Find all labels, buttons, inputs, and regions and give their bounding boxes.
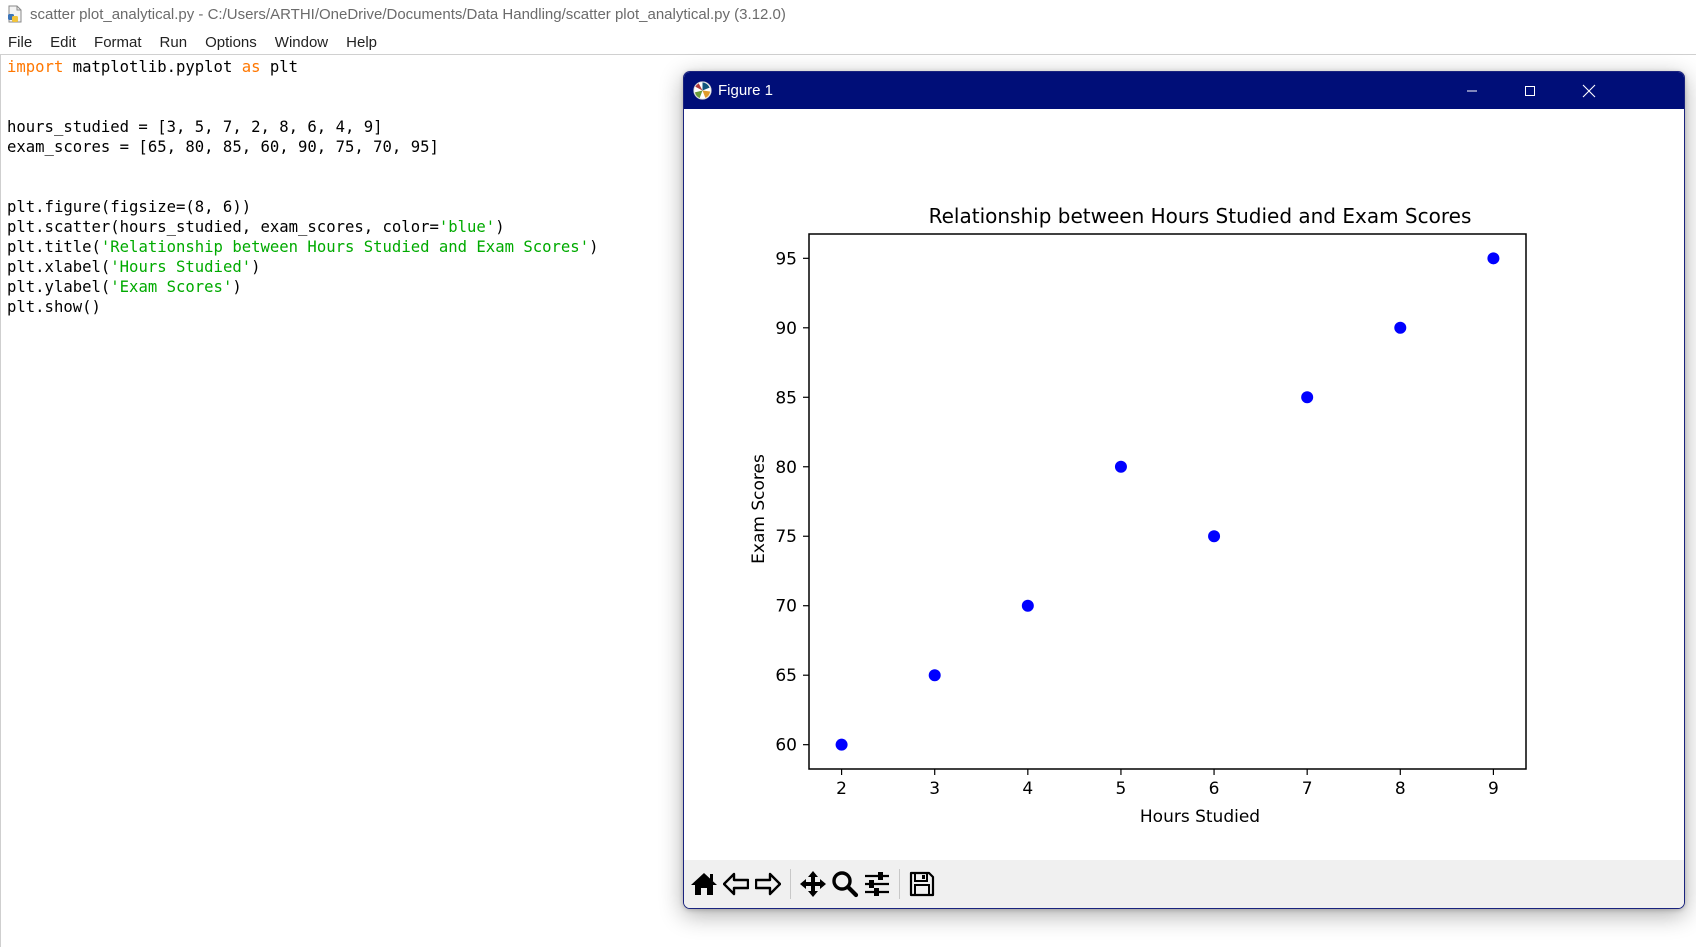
back-arrow-icon: [723, 872, 749, 896]
toolbar-separator: [899, 869, 900, 899]
data-point: [1021, 599, 1034, 612]
x-tick-label: 4: [1022, 779, 1033, 799]
code-line: [7, 97, 598, 117]
code-text[interactable]: import matplotlib.pyplot as plt hours_st…: [7, 57, 598, 317]
x-tick-label: 6: [1209, 779, 1220, 799]
y-tick-label: 80: [775, 458, 797, 478]
configure-subplots-button[interactable]: [861, 866, 893, 902]
configure-subplots-icon: [865, 872, 889, 896]
close-icon: [1582, 84, 1596, 97]
back-button[interactable]: [720, 866, 752, 902]
y-tick-label: 95: [775, 249, 797, 269]
data-point: [1487, 252, 1500, 265]
data-point: [1114, 460, 1127, 473]
close-button[interactable]: [1560, 72, 1618, 109]
code-line: plt.ylabel('Exam Scores'): [7, 278, 242, 296]
code-line: [7, 157, 598, 177]
y-tick-label: 85: [775, 388, 797, 408]
data-point: [1208, 530, 1221, 543]
figure-window: Figure 1 2 3 4 5 6 7 8 9 60 65 70 75 80 85 90 95 Relati…: [683, 71, 1685, 909]
menu-file[interactable]: File: [8, 33, 33, 51]
save-button[interactable]: [906, 866, 938, 902]
save-icon: [909, 871, 935, 897]
code-line: plt.show(): [7, 298, 101, 316]
y-tick-label: 75: [775, 527, 797, 547]
figure-canvas[interactable]: 2 3 4 5 6 7 8 9 60 65 70 75 80 85 90 95 Relationship be…: [684, 109, 1684, 859]
code-line: [7, 177, 598, 197]
minimize-icon: [1467, 90, 1477, 91]
pan-button[interactable]: [797, 866, 829, 902]
x-tick-label: 2: [836, 779, 847, 799]
code-line: [7, 77, 598, 97]
y-tick-label: 90: [775, 319, 797, 339]
forward-arrow-icon: [755, 872, 781, 896]
scatter-plot: 2 3 4 5 6 7 8 9 60 65 70 75 80 85 90 95 Relationship be…: [749, 204, 1527, 827]
matplotlib-logo-icon: [693, 81, 712, 100]
y-tick-label: 65: [775, 666, 797, 686]
figure-toolbar: [684, 860, 1684, 908]
chart-title: Relationship between Hours Studied and E…: [929, 204, 1472, 228]
menu-help[interactable]: Help: [346, 33, 377, 51]
code-line: plt.xlabel('Hours Studied'): [7, 258, 261, 276]
code-line: hours_studied = [3, 5, 7, 2, 8, 6, 4, 9]: [7, 118, 383, 136]
menu-bar: File Edit Format Run Options Window Help: [0, 30, 1696, 55]
zoom-icon: [832, 871, 859, 898]
minimize-button[interactable]: [1443, 72, 1501, 109]
data-point: [928, 669, 941, 682]
x-axis-label: Hours Studied: [1140, 807, 1260, 827]
code-line: exam_scores = [65, 80, 85, 60, 90, 75, 7…: [7, 138, 439, 156]
zoom-button[interactable]: [829, 866, 861, 902]
x-tick-label: 3: [929, 779, 940, 799]
plot-area-frame: [808, 233, 1527, 770]
editor-titlebar: scatter plot_analytical.py - C:/Users/AR…: [0, 0, 1696, 28]
figure-titlebar: Figure 1: [684, 72, 1684, 109]
maximize-button[interactable]: [1501, 72, 1559, 109]
code-line: plt.title('Relationship between Hours St…: [7, 238, 599, 256]
maximize-icon: [1525, 85, 1535, 96]
menu-options[interactable]: Options: [205, 33, 257, 51]
python-file-icon: [6, 5, 24, 23]
code-line: plt.figure(figsize=(8, 6)): [7, 198, 252, 216]
code-line: plt.scatter(hours_studied, exam_scores, …: [7, 218, 505, 236]
menu-window[interactable]: Window: [274, 33, 329, 51]
code-line: import matplotlib.pyplot as plt: [7, 58, 299, 76]
pan-icon: [800, 871, 826, 897]
x-tick-label: 5: [1116, 779, 1127, 799]
window-title: scatter plot_analytical.py - C:/Users/AR…: [30, 5, 786, 23]
menu-edit[interactable]: Edit: [50, 33, 77, 51]
figure-title: Figure 1: [718, 82, 774, 99]
x-tick-label: 7: [1302, 779, 1313, 799]
x-tick-label: 8: [1395, 779, 1406, 799]
toolbar-separator: [790, 869, 791, 899]
y-axis-label: Exam Scores: [749, 454, 769, 564]
y-tick-label: 70: [775, 597, 797, 617]
menu-format[interactable]: Format: [94, 33, 142, 51]
home-icon: [691, 873, 717, 895]
home-button[interactable]: [688, 866, 720, 902]
forward-button[interactable]: [752, 866, 784, 902]
y-tick-label: 60: [775, 736, 797, 756]
data-point: [1301, 391, 1314, 404]
data-point: [1394, 321, 1407, 334]
x-tick-label: 9: [1488, 779, 1499, 799]
menu-run[interactable]: Run: [159, 33, 188, 51]
data-point: [835, 738, 848, 751]
